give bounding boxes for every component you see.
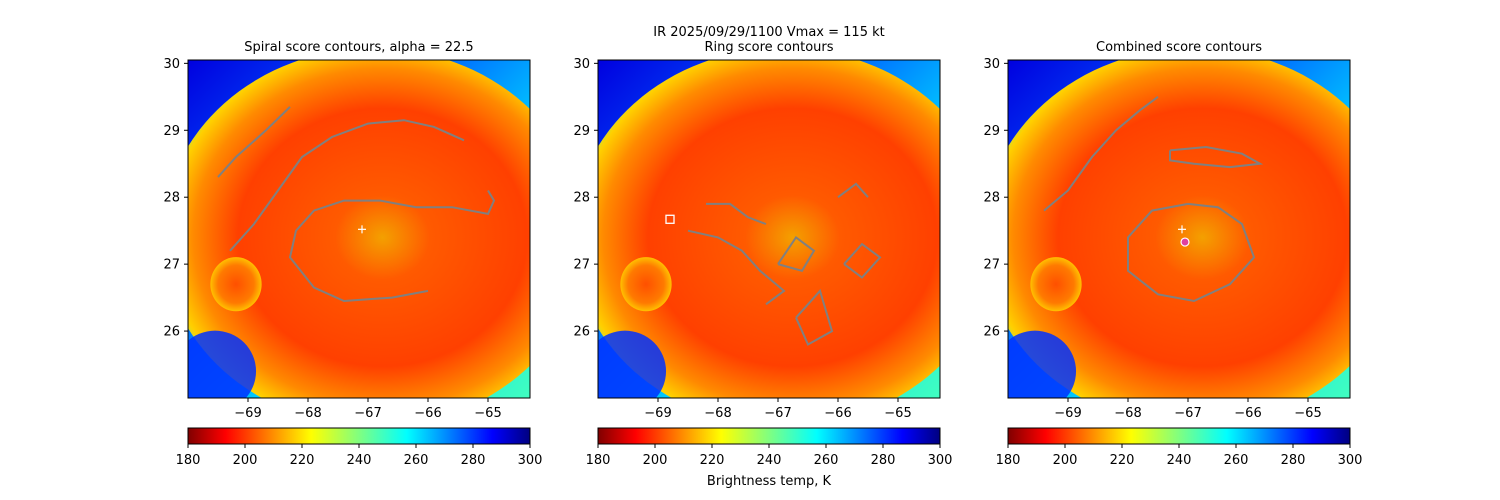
x-tick-label: −68 (1114, 406, 1141, 421)
contour-line (843, 242, 882, 279)
x-tick-label: −66 (414, 406, 441, 421)
colorbar-tick-label: 240 (1167, 453, 1192, 468)
figure-suptitle: IR 2025/09/29/1100 Vmax = 115 kt (653, 25, 884, 40)
storm-center-marker (1178, 225, 1186, 234)
colorbar-tick-label: 260 (404, 453, 429, 468)
contour-line (288, 189, 496, 303)
x-tick-label: −69 (1054, 406, 1081, 421)
contour-line (777, 235, 816, 272)
colorbar-tick-label: 180 (586, 453, 611, 468)
axes-frame (187, 59, 531, 399)
colorbar-label: Brightness temp, K (707, 474, 832, 489)
ir-imagery (1008, 60, 1350, 398)
colorbar-tick-label: 240 (347, 453, 372, 468)
colorbar-tick-label: 280 (1281, 453, 1306, 468)
colorbar-tick-label: 300 (518, 453, 543, 468)
colorbar-tick-label: 220 (700, 453, 725, 468)
x-tick-label: −69 (644, 406, 671, 421)
colorbar-tick-label: 300 (928, 453, 953, 468)
colorbar-tick-label: 280 (461, 453, 486, 468)
ring-point-marker (665, 214, 675, 224)
colorbar-tick-label: 180 (996, 453, 1021, 468)
colorbar (597, 427, 941, 445)
y-tick-label: 30 (983, 57, 1000, 72)
x-tick-label: −67 (354, 406, 381, 421)
x-tick-label: −66 (1234, 406, 1261, 421)
contour-line (229, 119, 465, 252)
x-tick-label: −66 (824, 406, 851, 421)
panel-title: Spiral score contours, alpha = 22.5 (244, 40, 473, 55)
y-tick-label: 28 (983, 191, 1000, 206)
colorbar-tick-label: 260 (1224, 453, 1249, 468)
contour-line (687, 229, 786, 306)
y-tick-label: 28 (573, 191, 590, 206)
y-tick-label: 27 (163, 258, 180, 273)
colorbar-tick-label: 220 (1110, 453, 1135, 468)
panel-2: Ring score contours −69 −68 −67 −66 −65 26 27 28… (573, 40, 953, 468)
x-tick-label: −68 (294, 406, 321, 421)
panel-title: Combined score contours (1096, 40, 1262, 55)
axes-frame (1007, 59, 1351, 399)
y-tick-label: 30 (163, 57, 180, 72)
colorbar (187, 427, 531, 445)
contour-line (1043, 95, 1159, 212)
combined-point-marker (1180, 237, 1190, 247)
y-tick-label: 29 (573, 124, 590, 139)
contour-line (837, 182, 869, 199)
x-tick-label: −69 (234, 406, 261, 421)
contour-line (1169, 145, 1264, 169)
colorbar-tick-label: 200 (643, 453, 668, 468)
y-tick-label: 26 (983, 325, 1000, 340)
contour-line (706, 202, 767, 225)
x-tick-label: −68 (704, 406, 731, 421)
y-tick-label: 26 (163, 325, 180, 340)
contour-line (1127, 202, 1256, 303)
y-tick-label: 29 (983, 124, 1000, 139)
y-tick-label: 28 (163, 191, 180, 206)
panel-1: Spiral score contours, alpha = 22.5 −69 −6… (163, 40, 543, 468)
contour-line (795, 288, 834, 346)
colorbar-tick-label: 200 (233, 453, 258, 468)
y-tick-label: 27 (573, 258, 590, 273)
x-tick-label: −65 (1294, 406, 1321, 421)
panel-3: Combined score contours −69 −68 −67 −66 −65 26… (983, 40, 1363, 468)
x-tick-label: −67 (764, 406, 791, 421)
y-tick-label: 30 (573, 57, 590, 72)
storm-center-marker (358, 225, 366, 234)
y-tick-label: 29 (163, 124, 180, 139)
contour-line (217, 106, 291, 178)
colorbar-tick-label: 200 (1053, 453, 1078, 468)
axes-frame (597, 59, 941, 399)
x-tick-label: −67 (1174, 406, 1201, 421)
colorbar-tick-label: 220 (290, 453, 315, 468)
ir-imagery (188, 60, 530, 398)
colorbar-tick-label: 280 (871, 453, 896, 468)
x-tick-label: −65 (884, 406, 911, 421)
colorbar-tick-label: 300 (1338, 453, 1363, 468)
y-tick-label: 27 (983, 258, 1000, 273)
colorbar (1007, 427, 1351, 445)
colorbar-tick-label: 260 (814, 453, 839, 468)
ir-imagery (598, 60, 940, 398)
panel-title: Ring score contours (704, 40, 833, 55)
colorbar-tick-label: 180 (176, 453, 201, 468)
x-tick-label: −65 (474, 406, 501, 421)
colorbar-tick-label: 240 (757, 453, 782, 468)
y-tick-label: 26 (573, 325, 590, 340)
